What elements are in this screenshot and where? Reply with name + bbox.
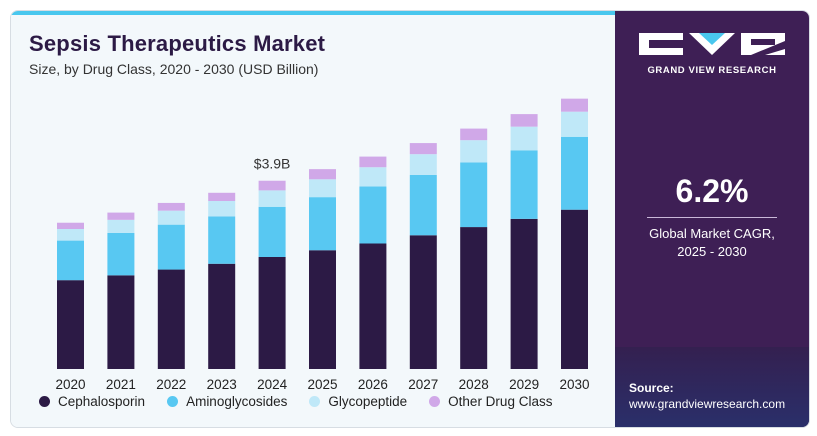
chart-card: Sepsis Therapeutics Market Size, by Drug… — [10, 10, 810, 428]
accent-bar — [11, 11, 615, 15]
bar-glycopeptide-2028 — [460, 140, 488, 163]
cagr-divider — [647, 217, 777, 218]
bar-glycopeptide-2030 — [561, 111, 588, 137]
bar-other-drug-class-2027 — [409, 143, 437, 155]
legend-label-other-drug-class: Other Drug Class — [448, 394, 553, 409]
bar-other-drug-class-2023 — [208, 192, 236, 201]
bar-other-drug-class-2029 — [510, 114, 538, 127]
legend-item-glycopeptide: Glycopeptide — [309, 394, 407, 409]
bar-aminoglycosides-2027 — [409, 174, 437, 236]
bar-other-drug-class-2030 — [561, 98, 588, 112]
cagr-value: 6.2% — [675, 173, 749, 209]
bar-other-drug-class-2020 — [57, 222, 84, 229]
bar-cephalosporin-2030 — [561, 209, 588, 369]
chart-title: Sepsis Therapeutics Market — [29, 31, 326, 56]
x-tick-2020: 2020 — [55, 377, 85, 391]
legend-swatch-cephalosporin — [39, 396, 50, 407]
bar-aminoglycosides-2023 — [208, 216, 236, 264]
cagr-label-line1: Global Market CAGR, — [649, 226, 775, 241]
grand-view-research-logo — [639, 33, 785, 55]
bar-cephalosporin-2025 — [309, 250, 336, 369]
x-tick-2025: 2025 — [307, 377, 337, 391]
bar-glycopeptide-2022 — [157, 210, 185, 225]
x-tick-2024: 2024 — [257, 377, 288, 391]
x-tick-2028: 2028 — [459, 377, 489, 391]
x-tick-2022: 2022 — [156, 377, 186, 391]
bar-cephalosporin-2020 — [57, 280, 84, 369]
bar-cephalosporin-2022 — [157, 269, 185, 369]
bar-glycopeptide-2025 — [309, 179, 336, 198]
bar-aminoglycosides-2030 — [561, 136, 588, 210]
bar-other-drug-class-2024 — [258, 180, 286, 191]
legend-label-glycopeptide: Glycopeptide — [328, 394, 408, 409]
bar-aminoglycosides-2026 — [359, 186, 387, 244]
bar-glycopeptide-2024 — [258, 190, 286, 207]
bar-other-drug-class-2021 — [107, 212, 135, 220]
bar-aminoglycosides-2021 — [107, 232, 135, 276]
bar-aminoglycosides-2028 — [460, 162, 488, 228]
source-background — [615, 347, 809, 427]
chart-subtitle: Size, by Drug Class, 2020 - 2030 (USD Bi… — [29, 61, 319, 77]
bar-glycopeptide-2026 — [359, 167, 387, 187]
bar-aminoglycosides-2020 — [57, 240, 84, 281]
bar-cephalosporin-2021 — [107, 275, 135, 369]
chart-panel: Sepsis Therapeutics Market Size, by Drug… — [11, 11, 615, 427]
x-tick-2026: 2026 — [358, 377, 388, 391]
legend-swatch-glycopeptide — [309, 396, 321, 407]
cagr-label-line2: 2025 - 2030 — [677, 244, 747, 259]
bar-cephalosporin-2026 — [359, 243, 387, 369]
legend-item-cephalosporin: Cephalosporin — [39, 394, 145, 409]
legend-swatch-aminoglycosides — [167, 396, 179, 407]
legend-swatch-other-drug-class — [429, 396, 441, 407]
bar-glycopeptide-2023 — [208, 201, 236, 217]
info-sidebar: GRAND VIEW RESEARCH 6.2% Global Market C… — [615, 11, 809, 427]
bar-glycopeptide-2027 — [409, 154, 437, 175]
x-tick-2030: 2030 — [559, 377, 589, 391]
bar-other-drug-class-2025 — [309, 169, 336, 180]
x-tick-2029: 2029 — [509, 377, 539, 391]
bar-cephalosporin-2027 — [409, 235, 437, 369]
brand-name: GRAND VIEW RESEARCH — [647, 65, 777, 76]
legend-item-aminoglycosides: Aminoglycosides — [167, 394, 287, 409]
bar-aminoglycosides-2025 — [309, 197, 336, 251]
bar-other-drug-class-2028 — [460, 128, 488, 141]
x-tick-2023: 2023 — [207, 377, 237, 391]
x-tick-2027: 2027 — [408, 377, 438, 391]
bar-glycopeptide-2021 — [107, 219, 135, 233]
source-link[interactable]: www.grandviewresearch.com — [629, 397, 786, 411]
bar-other-drug-class-2026 — [359, 156, 387, 168]
bar-cephalosporin-2024 — [258, 257, 286, 369]
legend-label-cephalosporin: Cephalosporin — [58, 394, 146, 409]
legend-label-aminoglycosides: Aminoglycosides — [186, 394, 288, 409]
stacked-bar-chart: 2020 2021 2022 2023 2024 $3.9B 2025 2026 2027 202… — [55, 98, 590, 391]
source-label: Source: — [629, 381, 674, 395]
bar-other-drug-class-2022 — [157, 202, 185, 211]
bar-aminoglycosides-2024 — [258, 206, 286, 257]
bar-cephalosporin-2028 — [460, 227, 488, 369]
bar-aminoglycosides-2022 — [157, 224, 185, 270]
legend-item-other-drug-class: Other Drug Class — [429, 394, 552, 409]
bar-glycopeptide-2020 — [57, 229, 84, 241]
bar-glycopeptide-2029 — [510, 126, 538, 151]
annotation-2024: $3.9B — [254, 156, 291, 172]
x-tick-2021: 2021 — [106, 377, 136, 391]
bar-cephalosporin-2023 — [208, 263, 236, 369]
legend: Cephalosporin Aminoglycosides Glycopepti… — [39, 394, 552, 409]
bar-cephalosporin-2029 — [510, 218, 538, 369]
bar-aminoglycosides-2029 — [510, 150, 538, 219]
cagr-label: Global Market CAGR, 2025 - 2030 — [615, 225, 809, 261]
